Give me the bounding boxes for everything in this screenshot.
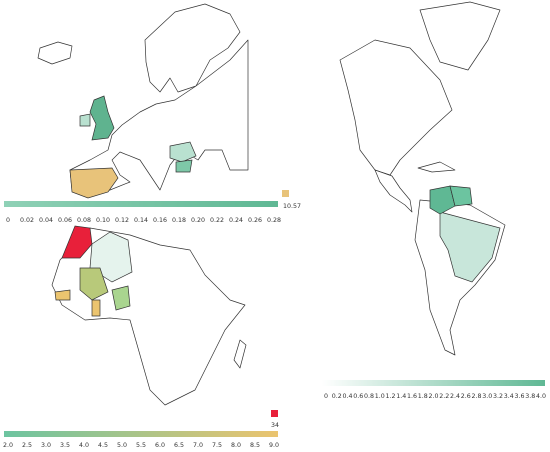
- legend-bar: [322, 380, 545, 386]
- legend-tick-label: 8.0: [231, 442, 241, 449]
- ireland: [79, 113, 91, 127]
- morocco: [61, 225, 93, 259]
- legend-tick-label: 0.4: [342, 393, 352, 400]
- legend-tick-label: 3.4: [504, 393, 514, 400]
- legend-tick-label: 2.2: [439, 393, 449, 400]
- cuba: [417, 161, 456, 173]
- scandinavia: [144, 3, 241, 93]
- legend-tick-label: 3.2: [493, 393, 503, 400]
- legend-tick-label: 2.5: [22, 442, 32, 449]
- legend-tick-label: 0.24: [229, 217, 243, 224]
- legend-tick-label: 9.0: [269, 442, 279, 449]
- legend-tick-label: 0.2: [332, 393, 342, 400]
- legend-tick-label: 0.12: [115, 217, 129, 224]
- outlier-label: 10.57: [283, 203, 301, 210]
- romania: [169, 141, 197, 163]
- legend-tick-label: 3.0: [41, 442, 51, 449]
- legend-tick-label: 0.14: [134, 217, 148, 224]
- legend-tick-label: 2.8: [471, 393, 481, 400]
- mainland: [69, 39, 249, 196]
- legend-tick-label: 4.5: [98, 442, 108, 449]
- africa-map: [51, 225, 247, 406]
- legend-tick-label: 0: [324, 393, 328, 400]
- outlier-swatch: [271, 410, 278, 417]
- uk: [89, 95, 115, 141]
- europe-map: [37, 3, 249, 199]
- legend-tick-label: 1.6: [407, 393, 417, 400]
- legend-bar: [4, 431, 278, 437]
- legend-tick-label: 0.20: [191, 217, 205, 224]
- nigeria: [111, 285, 131, 311]
- outlier-label: 34: [271, 422, 279, 429]
- legend-tick-label: 0.10: [96, 217, 110, 224]
- legend-tick-label: 0.18: [172, 217, 186, 224]
- colombia: [429, 185, 456, 215]
- legend-tick-label: 0.26: [248, 217, 262, 224]
- legend-tick-label: 0.22: [210, 217, 224, 224]
- legend-tick-label: 3.5: [60, 442, 70, 449]
- legend-tick-label: 7.5: [212, 442, 222, 449]
- legend-tick-label: 5.0: [117, 442, 127, 449]
- north-america: [339, 39, 453, 176]
- legend-tick-label: 1.8: [418, 393, 428, 400]
- venezuela: [449, 185, 473, 207]
- legend-tick-label: 3.0: [482, 393, 492, 400]
- legend-ticks: 0 0.2 0.4 0.6 0.8 1.0 1.2 1.4 1.6 1.8 2.0 2.2 2.4 2.6…: [324, 393, 546, 400]
- mali: [79, 267, 109, 301]
- legend-tick-label: 0.6: [353, 393, 363, 400]
- legend-tick-label: 2.4: [450, 393, 460, 400]
- legend-tick-label: 2.0: [3, 442, 13, 449]
- bulgaria: [175, 159, 193, 173]
- legend-tick-label: 6.0: [155, 442, 165, 449]
- madagascar: [233, 339, 247, 369]
- legend-ticks: 2.0 2.5 3.0 3.5 4.0 4.5 5.0 5.5 6.0 6.5 7.0 7.5 8.0 8…: [3, 442, 279, 449]
- greenland: [419, 1, 501, 71]
- legend-tick-label: 3.6: [514, 393, 524, 400]
- legend-tick-label: 2.0: [428, 393, 438, 400]
- legend-tick-label: 7.0: [193, 442, 203, 449]
- legend-tick-label: 1.0: [375, 393, 385, 400]
- legend-tick-label: 4.0: [79, 442, 89, 449]
- legend-tick-label: 4.0: [536, 393, 546, 400]
- legend-tick-label: 0.02: [20, 217, 34, 224]
- legend-ticks: 0 0.02 0.04 0.06 0.08 0.10 0.12 0.14 0.16 0.18 0.2…: [6, 217, 281, 224]
- americas-map: [339, 1, 506, 356]
- legend-tick-label: 3.8: [525, 393, 535, 400]
- legend-bar: [4, 201, 278, 207]
- legend-tick-label: 0.08: [77, 217, 91, 224]
- legend-tick-label: 0.04: [39, 217, 53, 224]
- legend-tick-label: 2.6: [461, 393, 471, 400]
- legend-tick-label: 6.5: [174, 442, 184, 449]
- senegal: [54, 289, 71, 301]
- brazil: [439, 211, 501, 283]
- legend-tick-label: 1.4: [396, 393, 406, 400]
- ghana: [91, 299, 101, 317]
- legend-tick-label: 8.5: [250, 442, 260, 449]
- legend-tick-label: 0.28: [267, 217, 281, 224]
- legend-tick-label: 0.06: [58, 217, 72, 224]
- legend-tick-label: 5.5: [136, 442, 146, 449]
- legend-tick-label: 0: [6, 217, 10, 224]
- legend-tick-label: 0.8: [364, 393, 374, 400]
- outlier-swatch: [282, 190, 289, 197]
- legend-tick-label: 0.16: [153, 217, 167, 224]
- central-america: [374, 169, 413, 213]
- legend-tick-label: 1.2: [385, 393, 395, 400]
- iceland: [37, 41, 73, 65]
- spain: [69, 167, 119, 199]
